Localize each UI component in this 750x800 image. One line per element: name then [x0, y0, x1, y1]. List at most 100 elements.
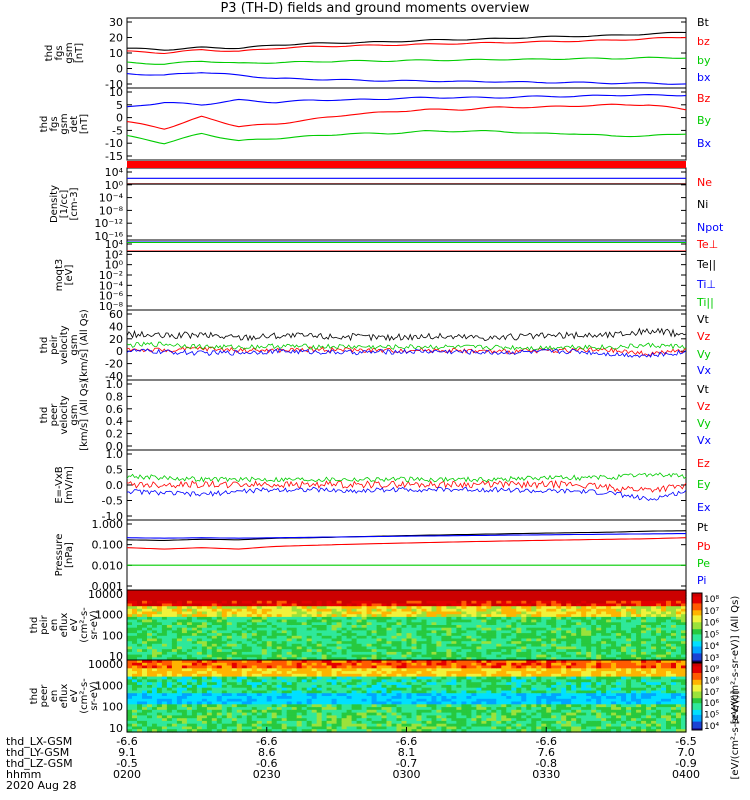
spectrogram-cell [196, 614, 203, 618]
spectrogram-cell [251, 625, 258, 629]
spectrogram-cell [191, 638, 198, 642]
spectrogram-cell [156, 638, 163, 642]
spectrogram-cell [216, 627, 223, 631]
y-tick-label: 0.0 [106, 440, 124, 453]
spectrogram-cell [266, 654, 273, 658]
spectrogram-cell [147, 600, 153, 605]
spectrogram-cell [201, 627, 208, 631]
spectrogram-cell [291, 641, 298, 645]
spectrogram-cell [271, 649, 278, 653]
spectrogram-cell [256, 592, 263, 596]
spectrogram-cell [196, 646, 203, 650]
spectrogram-cell [261, 651, 268, 656]
spectrogram-cell [216, 630, 223, 634]
spectrogram-cell [226, 608, 233, 613]
spectrogram-cell [137, 600, 143, 605]
spectrogram-cell [251, 619, 258, 623]
spectrogram-cell [241, 600, 248, 605]
spectrogram-cell [231, 603, 238, 607]
spectrogram-cell [231, 654, 238, 658]
y-axis-label: gsm [59, 113, 70, 134]
spectrogram-cell [276, 630, 283, 634]
spectrogram-cell [221, 603, 228, 607]
spectrogram-cell [221, 592, 228, 596]
spectrogram-cell [216, 616, 223, 621]
spectrogram-cell [152, 595, 158, 599]
spectrogram-cell [201, 608, 208, 613]
spectrogram-cell [241, 598, 248, 602]
spectrogram-cell [142, 614, 148, 618]
spectrogram-cell [231, 625, 238, 629]
spectrogram-cell [271, 619, 278, 623]
spectrogram-cell [142, 611, 148, 615]
spectrogram-cell [216, 592, 223, 596]
spectrogram-cell [137, 625, 143, 629]
spectrogram-cell [236, 657, 243, 661]
spectrogram-cell [127, 657, 133, 661]
spectrogram-cell [181, 608, 188, 613]
spectrogram-cell [206, 657, 213, 661]
spectrogram-cell [301, 603, 308, 607]
spectrogram-cell [132, 643, 138, 648]
spectrogram-cell [286, 643, 293, 648]
spectrogram-cell [231, 608, 238, 613]
spectrogram-cell [256, 651, 263, 656]
spectrogram-cell [266, 633, 273, 637]
y-tick-label: -15 [105, 150, 123, 163]
spectrogram-cell [301, 627, 308, 631]
spectrogram-cell [241, 627, 248, 631]
spectrogram-cell [246, 619, 253, 623]
spectrogram-cell [296, 611, 303, 615]
spectrogram-cell [161, 657, 168, 661]
spectrogram-cell [211, 592, 218, 596]
spectrogram-cell [191, 622, 198, 626]
spectrogram-cell [251, 633, 258, 637]
spectrogram-cell [127, 619, 133, 623]
spectrogram-cell [171, 651, 178, 656]
spectrogram-cell [196, 592, 203, 596]
spectrogram-cell [171, 630, 178, 634]
y-tick-label: -40 [105, 370, 123, 383]
spectrogram-cell [241, 611, 248, 615]
spectrogram-cell [266, 600, 273, 605]
spectrogram-cell [256, 611, 263, 615]
spectrogram-cell [216, 638, 223, 642]
spectrogram-cell [201, 641, 208, 645]
spectrogram-cell [241, 592, 248, 596]
spectrogram-cell [206, 630, 213, 634]
legend-entry: Pi [697, 574, 706, 587]
series-line-Vx [126, 348, 687, 358]
spectrogram-cell [186, 600, 193, 605]
spectrogram-cell [147, 616, 153, 621]
spectrogram-cell [171, 649, 178, 653]
spectrogram-cell [196, 627, 203, 631]
spectrogram-cell [306, 600, 313, 605]
spectrogram-cell [152, 598, 158, 602]
spectrogram-cell [281, 616, 288, 621]
spectrogram-cell [206, 654, 213, 658]
spectrogram-cell [132, 633, 138, 637]
spectrogram-cell [226, 619, 233, 623]
y-axis-label: Pressure [54, 534, 65, 577]
spectrogram-cell [221, 654, 228, 658]
legend-entry: Bt [697, 16, 710, 29]
spectrogram-cell [147, 595, 153, 599]
spectrogram-cell [291, 619, 298, 623]
spectrogram-cell [142, 641, 148, 645]
spectrogram-cell [191, 608, 198, 613]
spectrogram-cell [241, 649, 248, 653]
spectrogram-cell [127, 598, 133, 602]
colorbar-tick: 10⁷ [704, 607, 719, 617]
spectrogram-cell [236, 616, 243, 621]
y-tick-label: -0.5 [102, 495, 123, 508]
spectrogram-cell [156, 603, 163, 607]
spectrogram-cell [206, 646, 213, 650]
spectrogram-cell [142, 592, 148, 596]
spectrogram-cell [256, 606, 263, 610]
spectrogram-cell [201, 619, 208, 623]
spectrogram-cell [132, 651, 138, 656]
spectrogram-cell [132, 649, 138, 653]
spectrogram-cell [186, 643, 193, 648]
spectrogram-cell [142, 603, 148, 607]
spectrogram-cell [166, 657, 173, 661]
